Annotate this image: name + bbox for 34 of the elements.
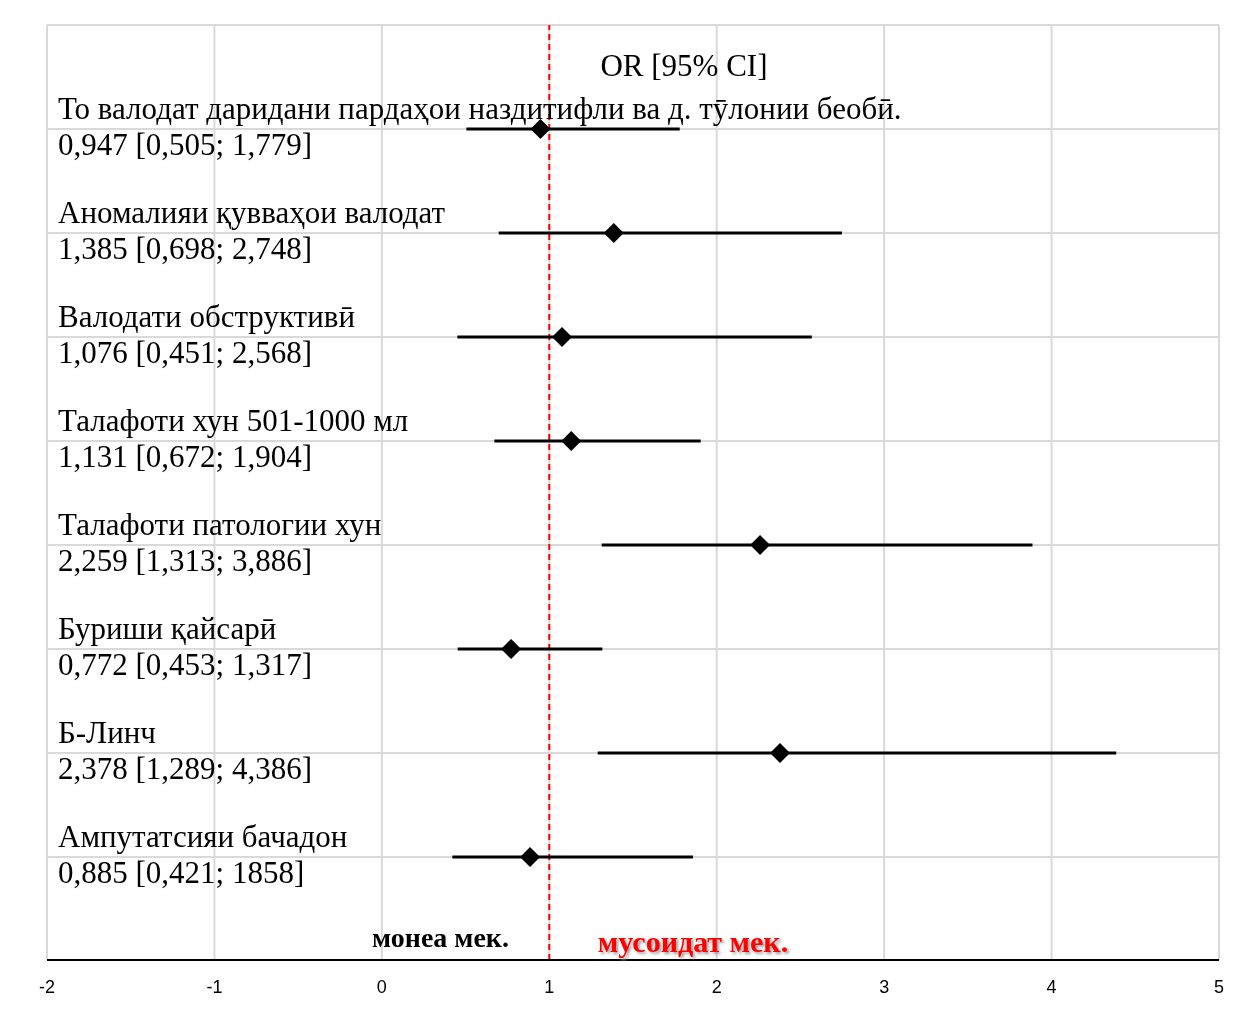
annotation: 1,385 [0,698; 2,748] <box>58 231 313 266</box>
y-tick-label: Валодати обструктивӣ <box>58 299 355 334</box>
annotation: 2,378 [1,289; 4,386] <box>58 751 313 786</box>
x-tick-label: -1 <box>206 976 223 997</box>
y-tick-label: Ампутатсияи бачадон <box>58 819 348 854</box>
x-tick-label: 0 <box>376 976 387 997</box>
x-tick-label: 4 <box>1046 976 1057 997</box>
annotation: 2,259 [1,313; 3,886] <box>58 543 313 578</box>
y-tick-label: Аномалияи қувваҳои валодат <box>58 195 446 230</box>
point <box>603 223 624 243</box>
annotation: OR [95% CI] <box>599 48 769 84</box>
point <box>501 639 522 659</box>
annotation: 0,772 [0,453; 1,317] <box>58 647 313 682</box>
y-tick-label: Талафоти патологии хун <box>58 507 382 542</box>
y-tick-label: То валодат даридани пардаҳои наздитифли ва д. тӯлонии беобӣ. <box>58 91 902 126</box>
annotation: монеа мек. <box>371 922 510 954</box>
x-tick-label: 2 <box>711 976 722 997</box>
x-tick-label: 5 <box>1213 976 1225 997</box>
annotation: 0,947 [0,505; 1,779] <box>58 127 313 162</box>
y-tick-label: Б-Линч <box>58 715 156 750</box>
x-tick-label: -2 <box>38 976 56 997</box>
y-tick-label: Талафоти хун 501-1000 мл <box>58 403 409 438</box>
point <box>750 535 771 555</box>
point <box>561 431 582 451</box>
point <box>552 327 573 347</box>
annotation: 0,885 [0,421; 1858] <box>58 855 305 890</box>
annotation: мусоидат мек. <box>596 925 790 959</box>
x-tick-label: 3 <box>879 976 890 997</box>
annotation: 1,131 [0,672; 1,904] <box>58 439 313 474</box>
x-tick-label: 1 <box>544 976 555 997</box>
annotation: 1,076 [0,451; 2,568] <box>58 335 313 370</box>
y-tick-label: Буриши қайсарӣ <box>58 611 277 646</box>
point <box>520 847 541 867</box>
point <box>770 743 790 763</box>
